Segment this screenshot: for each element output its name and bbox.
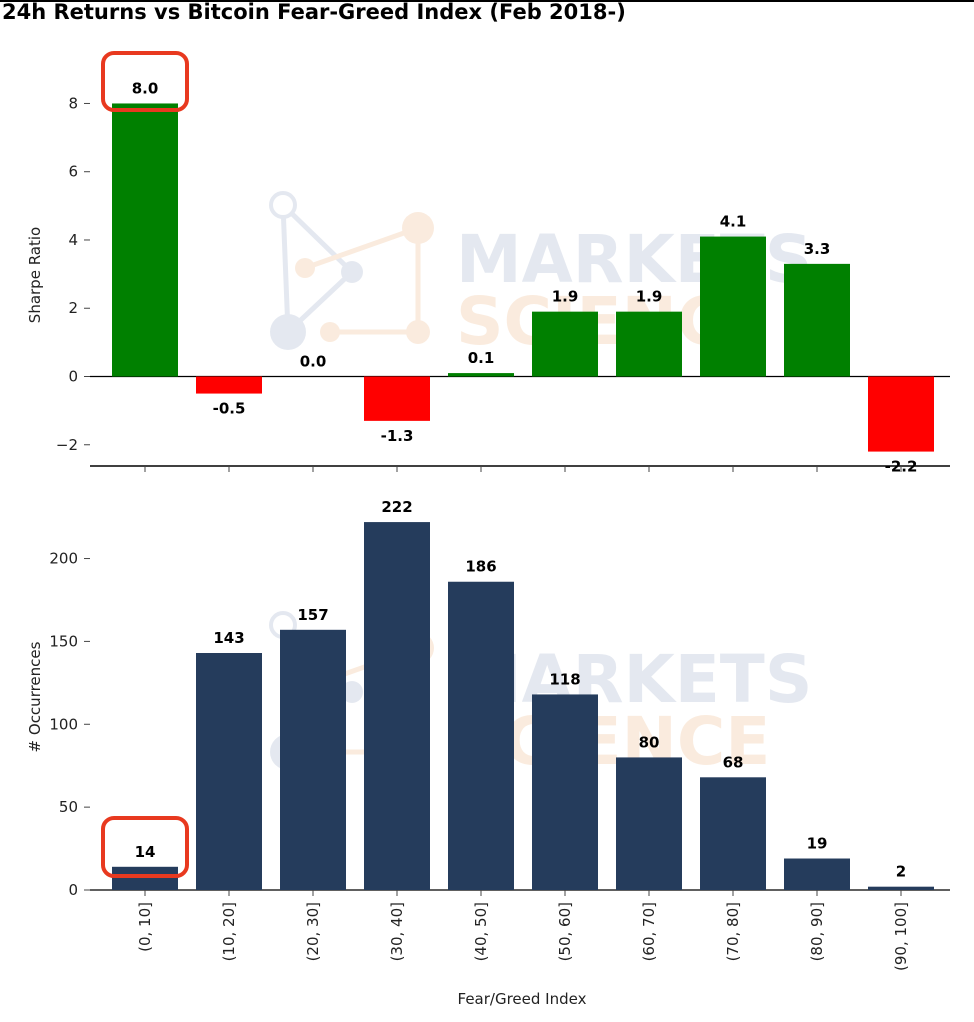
- x-tick-label: (80, 90]: [808, 902, 826, 961]
- data-label: 1.9: [552, 288, 579, 306]
- y-tick-label: 0: [68, 881, 78, 899]
- bar: [700, 236, 766, 377]
- bar: [364, 522, 430, 890]
- bar: [616, 757, 682, 890]
- y-axis-title: # Occurrences: [26, 641, 44, 752]
- data-label: -0.5: [213, 400, 246, 418]
- data-label: -1.3: [381, 427, 414, 445]
- data-label: 0.1: [468, 349, 495, 367]
- bar: [784, 263, 850, 377]
- x-tick-label: (50, 60]: [556, 902, 574, 961]
- x-tick-label: (30, 40]: [388, 902, 406, 961]
- bar: [196, 376, 262, 394]
- y-axis-title: Sharpe Ratio: [26, 227, 44, 323]
- x-tick-label: (90, 100]: [892, 902, 910, 971]
- data-label: -2.2: [885, 458, 918, 476]
- top-border: [0, 0, 974, 2]
- highlight-box: [101, 51, 189, 112]
- bar: [784, 858, 850, 890]
- chart-title: 24h Returns vs Bitcoin Fear-Greed Index …: [2, 0, 626, 24]
- data-label: 8.0: [132, 79, 159, 97]
- x-tick-label: (0, 10]: [136, 902, 154, 952]
- data-label: 118: [549, 670, 580, 688]
- data-label: 157: [297, 606, 328, 624]
- data-label: 19: [807, 835, 828, 853]
- bar: [448, 373, 514, 377]
- bar: [616, 311, 682, 377]
- data-label: 3.3: [804, 240, 831, 258]
- x-tick-label: (40, 50]: [472, 902, 490, 961]
- x-tick-label: (10, 20]: [220, 902, 238, 961]
- x-tick-label: (20, 30]: [304, 902, 322, 961]
- data-label: 68: [723, 753, 744, 771]
- y-tick-label: 50: [59, 798, 78, 816]
- highlight-box: [101, 816, 189, 878]
- bar: [700, 777, 766, 890]
- data-label: 80: [639, 733, 660, 751]
- bar: [532, 311, 598, 377]
- data-label: 186: [465, 558, 496, 576]
- data-label: 0.0: [300, 353, 327, 371]
- molecule-logo-icon: [269, 191, 434, 350]
- bar: [112, 866, 178, 890]
- bar: [868, 376, 934, 452]
- x-axis-title: Fear/Greed Index: [458, 990, 587, 1008]
- y-tick-label: 150: [49, 632, 78, 650]
- bar: [280, 629, 346, 890]
- x-tick-label: (70, 80]: [724, 902, 742, 961]
- data-label: 4.1: [720, 213, 747, 231]
- y-tick-label: 2: [68, 299, 78, 317]
- data-label: 143: [213, 629, 244, 647]
- y-tick-label: 100: [49, 715, 78, 733]
- bar: [196, 653, 262, 890]
- bar: [364, 376, 430, 421]
- data-label: 2: [896, 863, 906, 881]
- bar: [868, 886, 934, 890]
- y-tick-label: 4: [68, 231, 78, 249]
- data-label: 14: [135, 843, 156, 861]
- data-label: 1.9: [636, 288, 663, 306]
- y-tick-label: −2: [56, 436, 78, 454]
- data-label: 222: [381, 498, 412, 516]
- y-tick-label: 6: [68, 163, 78, 181]
- y-tick-label: 0: [68, 368, 78, 386]
- y-tick-label: 200: [49, 550, 78, 568]
- watermark-line1: MARKETS: [456, 641, 812, 718]
- bar: [532, 694, 598, 890]
- bar: [112, 103, 178, 377]
- y-tick-label: 8: [68, 94, 78, 112]
- x-tick-label: (60, 70]: [640, 902, 658, 961]
- bar: [448, 581, 514, 890]
